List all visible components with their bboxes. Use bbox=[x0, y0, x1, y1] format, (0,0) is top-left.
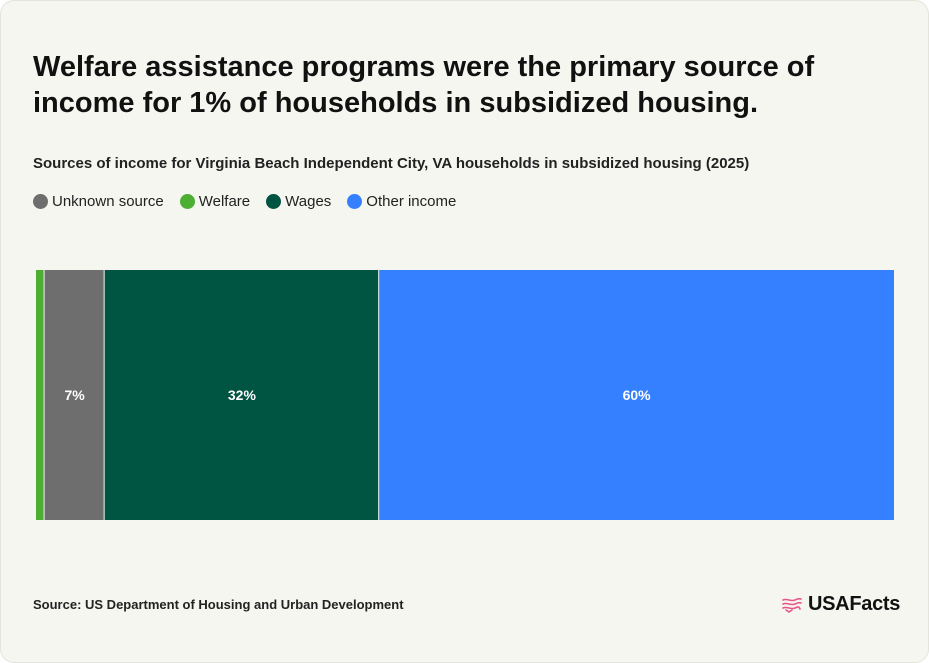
legend-label-wages: Wages bbox=[285, 193, 332, 210]
flag-icon bbox=[782, 597, 802, 613]
bar-label-other-income: 60% bbox=[623, 387, 652, 403]
legend-label-unknown-source: Unknown source bbox=[52, 193, 164, 210]
legend-swatch-unknown-source bbox=[33, 194, 48, 209]
bar-label-wages: 32% bbox=[228, 387, 257, 403]
bar-segment-wages bbox=[104, 270, 379, 520]
logo-text: USAFacts bbox=[808, 593, 901, 615]
bar-segment-welfare bbox=[36, 270, 44, 520]
chart-subtitle: Sources of income for Virginia Beach Ind… bbox=[33, 155, 750, 172]
source-note: Source: US Department of Housing and Urb… bbox=[33, 597, 404, 612]
legend-label-welfare: Welfare bbox=[198, 193, 251, 210]
bar-segment-unknown-source bbox=[44, 270, 104, 520]
legend-label-other-income: Other income bbox=[366, 193, 457, 210]
legend-swatch-welfare bbox=[179, 194, 195, 209]
legend-swatch-other-income bbox=[347, 194, 363, 209]
legend: Unknown source Welfare Wages Other incom… bbox=[33, 193, 472, 210]
stacked-bar-chart: 7% 32% 60% bbox=[36, 270, 894, 520]
bar-segment-other-income bbox=[379, 270, 894, 520]
bar-label-unknown-source: 7% bbox=[64, 387, 85, 403]
legend-item-wages: Wages bbox=[266, 193, 331, 210]
usafacts-logo: USAFacts bbox=[781, 593, 900, 616]
legend-swatch-wages bbox=[266, 194, 282, 209]
legend-item-welfare: Welfare bbox=[179, 193, 251, 210]
legend-item-unknown-source: Unknown source bbox=[33, 193, 164, 210]
chart-title: Welfare assistance programs were the pri… bbox=[33, 51, 815, 119]
legend-item-other-income: Other income bbox=[347, 193, 456, 210]
